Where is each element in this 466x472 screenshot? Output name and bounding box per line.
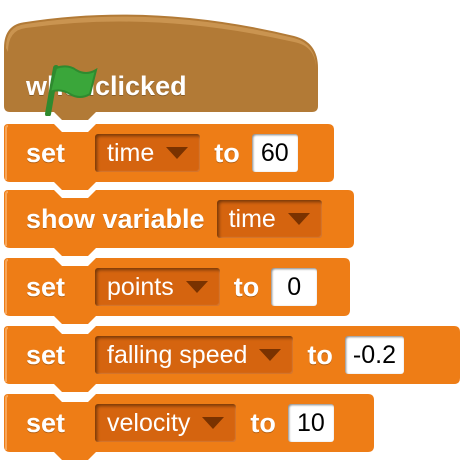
set-keyword: set	[26, 137, 66, 168]
set-keyword: set	[26, 339, 66, 370]
set-points-block[interactable]: set points to 0	[4, 258, 350, 324]
show-variable-keyword: show variable	[26, 203, 205, 234]
dropdown-value: time	[228, 204, 276, 233]
to-keyword: to	[233, 271, 260, 302]
dropdown-arrow-icon	[202, 417, 225, 429]
dropdown-value: points	[107, 272, 174, 301]
variable-dropdown[interactable]: velocity	[95, 404, 237, 442]
dropdown-arrow-icon	[166, 147, 189, 159]
value-input[interactable]: 60	[251, 134, 298, 172]
value-input[interactable]: 0	[271, 268, 318, 306]
hat-clicked-label: clicked	[95, 70, 187, 101]
to-keyword: to	[250, 407, 276, 438]
to-keyword: to	[307, 339, 333, 370]
variable-dropdown[interactable]: points	[95, 268, 220, 306]
value-input[interactable]: 10	[287, 404, 334, 442]
variable-dropdown[interactable]: falling speed	[95, 336, 294, 374]
dropdown-arrow-icon	[287, 213, 310, 225]
set-velocity-block[interactable]: set velocity to 10	[4, 394, 374, 460]
set-keyword: set	[26, 407, 66, 438]
set-keyword: set	[26, 271, 66, 302]
value-input[interactable]: -0.2	[344, 336, 404, 374]
when-flag-clicked-block[interactable]: when clicked	[4, 8, 320, 124]
dropdown-arrow-icon	[259, 349, 282, 361]
dropdown-value: time	[107, 138, 155, 167]
dropdown-value: velocity	[107, 408, 191, 437]
variable-dropdown[interactable]: time	[95, 134, 201, 172]
dropdown-arrow-icon	[185, 281, 208, 293]
green-flag-icon	[45, 65, 98, 116]
set-falling-speed-block[interactable]: set falling speed to -0.2	[4, 326, 460, 392]
variable-dropdown[interactable]: time	[216, 200, 322, 238]
set-time-block[interactable]: set time to 60	[4, 124, 334, 190]
show-variable-block[interactable]: show variable time	[4, 190, 354, 256]
to-keyword: to	[214, 137, 240, 168]
dropdown-value: falling speed	[107, 340, 248, 369]
